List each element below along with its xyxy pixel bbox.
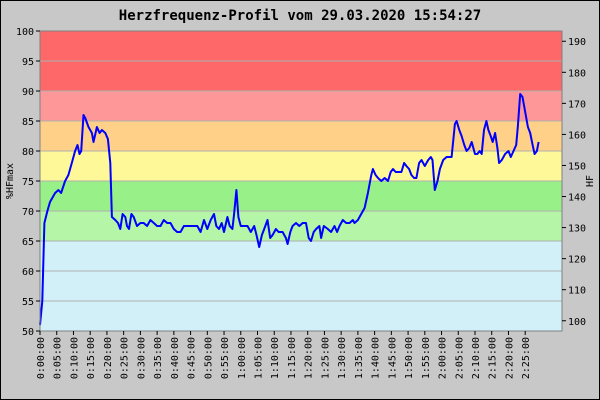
y-right-tick-label-5: 150: [568, 161, 586, 172]
zone-band-5: [40, 91, 562, 121]
y-right-tick-label-7: 170: [568, 99, 586, 110]
y-axis-right-label: HF: [585, 175, 596, 187]
series-layer: [39, 93, 540, 326]
y-left-tick-label-2: 60: [22, 267, 34, 278]
y-left-tick-label-6: 80: [22, 147, 34, 158]
x-tick-label-14: 1:10:00: [270, 337, 281, 379]
x-tick-label-13: 1:05:00: [254, 337, 265, 379]
x-tick-label-26: 2:10:00: [471, 337, 482, 379]
y-right-tick-label-9: 190: [568, 37, 586, 48]
x-tick-label-3: 0:15:00: [86, 337, 97, 379]
heart-rate-zones: [40, 31, 562, 331]
zone-band-4: [40, 121, 562, 151]
zone-band-3: [40, 151, 562, 181]
grid-lines: [40, 60, 562, 302]
x-tick-label-19: 1:35:00: [354, 337, 365, 379]
x-tick-label-0: 0:00:00: [36, 337, 47, 379]
y-left-tick-label-4: 70: [22, 207, 34, 218]
x-tick-label-28: 2:20:00: [504, 337, 515, 379]
x-tick-label-27: 2:15:00: [488, 337, 499, 379]
y-right-tick-label-0: 100: [568, 317, 586, 328]
y-axis-left-ticks: 50 55 60 65 70 75 80 85 90 95 100: [16, 27, 40, 338]
x-tick-label-1: 0:05:00: [53, 337, 64, 379]
chart-title: Herzfrequenz-Profil vom 29.03.2020 15:54…: [119, 8, 481, 24]
y-left-tick-label-3: 65: [22, 237, 34, 248]
x-tick-label-18: 1:30:00: [337, 337, 348, 379]
y-left-tick-label-0: 50: [22, 327, 34, 338]
y-left-tick-label-10: 100: [16, 27, 34, 38]
x-tick-label-24: 2:00:00: [438, 337, 449, 379]
y-right-tick-label-4: 140: [568, 193, 586, 204]
y-right-tick-label-8: 180: [568, 68, 586, 79]
zone-band-2: [40, 181, 562, 211]
x-tick-label-16: 1:20:00: [304, 337, 315, 379]
y-right-tick-label-1: 110: [568, 286, 586, 297]
zone-band-0: [40, 241, 562, 331]
y-left-tick-label-5: 75: [22, 177, 34, 188]
y-left-tick-label-8: 90: [22, 87, 34, 98]
y-left-tick-label-1: 55: [22, 297, 34, 308]
x-tick-label-21: 1:45:00: [387, 337, 398, 379]
x-tick-label-5: 0:25:00: [120, 337, 131, 379]
y-left-tick-label-9: 95: [22, 57, 34, 68]
x-tick-label-17: 1:25:00: [320, 337, 331, 379]
series-line-0: [39, 93, 540, 326]
x-tick-label-9: 0:45:00: [187, 337, 198, 379]
x-axis-ticks: 0:00:00 0:05:00 0:10:00 0:15:00 0:20:00 0:25:…: [36, 331, 532, 379]
x-tick-label-6: 0:30:00: [136, 337, 147, 379]
x-tick-label-4: 0:20:00: [103, 337, 114, 379]
x-tick-label-12: 1:00:00: [237, 337, 248, 379]
y-left-tick-label-7: 85: [22, 117, 34, 128]
x-tick-label-10: 0:50:00: [203, 337, 214, 379]
x-tick-label-8: 0:40:00: [170, 337, 181, 379]
y-right-tick-label-3: 130: [568, 224, 586, 235]
y-axis-right-ticks: 100 110 120 130 140 150 160 170 180 190: [562, 37, 586, 328]
x-tick-label-7: 0:35:00: [153, 337, 164, 379]
x-tick-label-20: 1:40:00: [371, 337, 382, 379]
y-right-tick-label-6: 160: [568, 130, 586, 141]
x-tick-label-29: 2:25:00: [521, 337, 532, 379]
x-tick-label-25: 2:05:00: [454, 337, 465, 379]
y-axis-left-label: %HFmax: [5, 163, 16, 199]
y-right-tick-label-2: 120: [568, 255, 586, 266]
x-tick-label-15: 1:15:00: [287, 337, 298, 379]
x-tick-label-11: 0:55:00: [220, 337, 231, 379]
x-tick-label-22: 1:50:00: [404, 337, 415, 379]
x-tick-label-2: 0:10:00: [69, 337, 80, 379]
x-tick-label-23: 1:55:00: [421, 337, 432, 379]
